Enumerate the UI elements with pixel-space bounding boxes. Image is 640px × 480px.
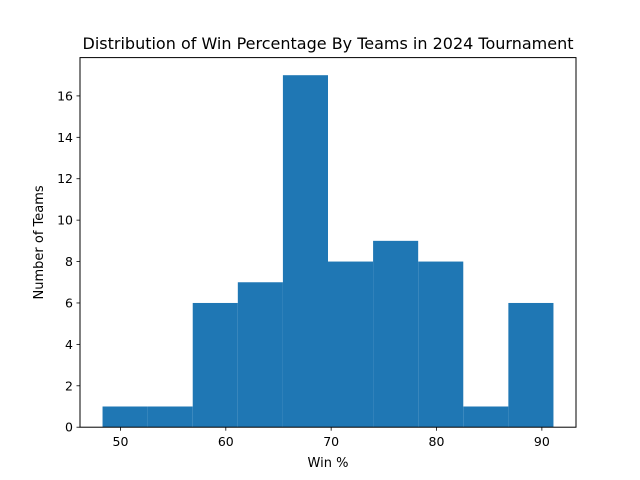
histogram-bar-5 [328,261,374,428]
x-tick-label: 50 [113,434,129,449]
x-axis-label: Win % [308,456,349,471]
histogram-bar-6 [373,240,419,428]
histogram-bar-2 [192,302,238,428]
histogram-bar-7 [418,261,464,428]
y-tick-label: 0 [65,420,73,435]
x-tick-label: 70 [323,434,339,449]
y-axis-label: Number of Teams [32,185,47,299]
x-tick-label: 90 [534,434,550,449]
y-tick-label: 10 [57,213,73,228]
histogram-bar-1 [147,406,193,428]
plot-frame [79,57,577,428]
x-tick-label: 80 [429,434,445,449]
bars-group [102,75,554,428]
y-tick-label: 8 [65,254,73,269]
y-tick-label: 12 [57,171,73,186]
histogram-bar-3 [237,282,283,428]
histogram-bar-8 [463,406,509,428]
y-tick-label: 14 [57,130,73,145]
histogram-bar-9 [508,302,554,428]
y-tick-label: 16 [57,88,73,103]
chart-title: Distribution of Win Percentage By Teams … [83,34,574,53]
y-tick-label: 2 [65,378,73,393]
histogram-bar-4 [282,75,328,428]
x-tick-label: 60 [218,434,234,449]
y-axis-ticks: 0 2 4 6 8 10 12 14 16 [57,88,80,435]
y-tick-label: 4 [65,337,73,352]
histogram-bar-0 [102,406,148,428]
y-tick-label: 6 [65,295,73,310]
x-axis-ticks: 50 60 70 80 90 [113,427,550,449]
